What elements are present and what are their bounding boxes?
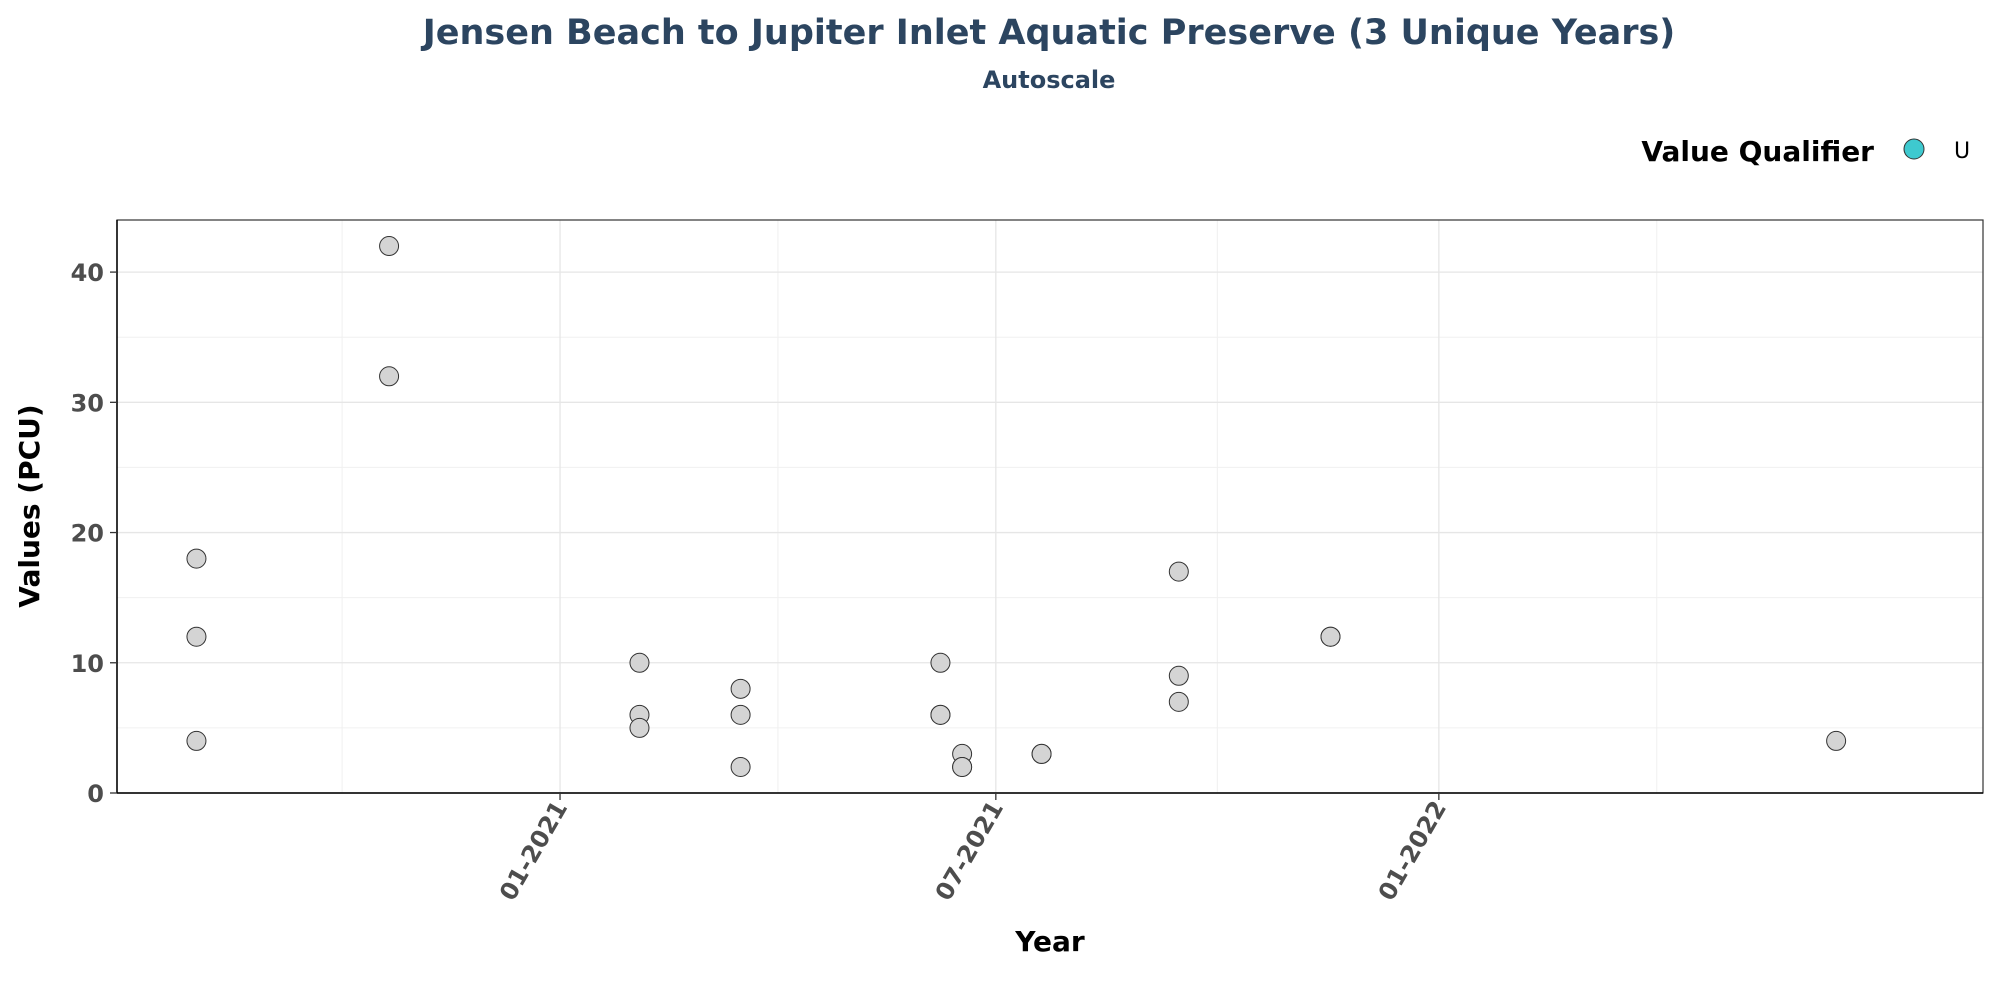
data-point xyxy=(930,704,951,725)
data-point xyxy=(629,652,650,673)
y-tick-label: 30 xyxy=(71,389,104,417)
y-tick-label: 0 xyxy=(87,780,104,808)
x-axis-ticks: 01-2021 07-2021 01-2022 xyxy=(494,793,1452,905)
minor-gridlines xyxy=(117,220,1983,793)
data-point xyxy=(930,652,951,673)
legend-label-u: U xyxy=(1954,139,1970,164)
data-point xyxy=(186,730,207,751)
x-axis-title: Year xyxy=(1014,925,1085,958)
x-tick-label: 07-2021 xyxy=(930,796,1009,905)
data-point xyxy=(629,717,650,738)
data-points xyxy=(186,236,1847,777)
y-axis-ticks: 0 10 20 30 40 xyxy=(71,259,117,808)
chart-subtitle: Autoscale xyxy=(983,66,1116,94)
data-point xyxy=(186,626,207,647)
legend-key-u xyxy=(1903,138,1925,160)
plot-panel xyxy=(116,219,1984,794)
data-point xyxy=(730,704,751,725)
x-tick-label: 01-2021 xyxy=(494,796,573,905)
data-point xyxy=(1320,626,1341,647)
data-point xyxy=(1168,691,1189,712)
data-point xyxy=(379,236,400,257)
y-tick-label: 10 xyxy=(71,650,104,678)
legend-title: Value Qualifier xyxy=(1641,135,1874,168)
data-point xyxy=(1168,561,1189,582)
data-point xyxy=(186,548,207,569)
data-point xyxy=(1168,665,1189,686)
y-tick-label: 40 xyxy=(71,259,104,287)
data-point xyxy=(1826,730,1847,751)
chart-title: Jensen Beach to Jupiter Inlet Aquatic Pr… xyxy=(421,13,1676,53)
data-point xyxy=(1031,743,1052,764)
data-point xyxy=(730,678,751,699)
y-axis-title: Values (PCU) xyxy=(13,404,46,607)
data-point xyxy=(952,756,973,777)
data-point xyxy=(730,756,751,777)
y-tick-label: 20 xyxy=(71,520,104,548)
data-point xyxy=(379,366,400,387)
x-tick-label: 01-2022 xyxy=(1373,796,1452,905)
legend: Value Qualifier U xyxy=(1641,135,1970,168)
major-gridlines xyxy=(117,220,1983,794)
